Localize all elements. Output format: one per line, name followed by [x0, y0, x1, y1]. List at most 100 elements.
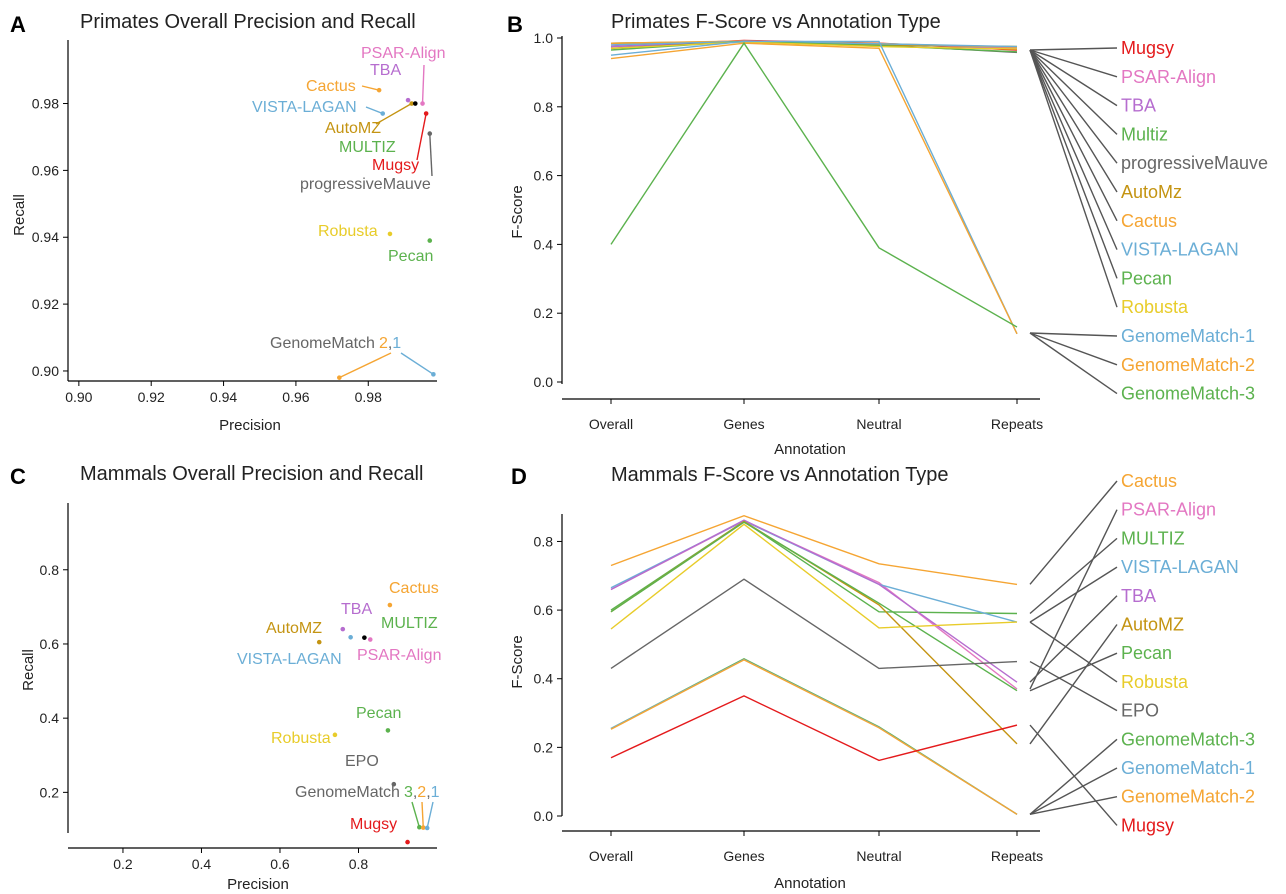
legend-connector-mugsy: [1029, 724, 1118, 826]
label-pecan: Pecan: [356, 705, 401, 722]
series-line-robusta: [610, 41, 1018, 50]
panel-b-yticks: 0.0 0.2 0.4 0.6 0.8 1.0: [534, 30, 562, 390]
x-tick-label: Neutral: [856, 848, 901, 864]
panel-d-series-lines: [610, 514, 1018, 815]
series-line-pecan: [610, 521, 1018, 692]
legend-item-cactus: Cactus: [1121, 211, 1177, 231]
panel-b-xlabel: Annotation: [774, 441, 846, 458]
label-epo: EPO: [345, 753, 379, 770]
leader-line-genomematch-2: [421, 801, 424, 828]
point-genomematch-2: [337, 375, 342, 380]
leader-line-psar-align: [421, 64, 425, 104]
x-tick-label: Repeats: [991, 848, 1043, 864]
legend-connector-mugsy: [1029, 47, 1118, 51]
point-psar-align: [367, 637, 373, 642]
point-tba: [405, 97, 411, 103]
panel-a-labels: PSAR-Align TBA Cactus VISTA-LAGAN AutoMZ…: [252, 45, 445, 352]
panel-b-series-lines: [610, 39, 1018, 335]
y-tick-label: 0.96: [32, 162, 59, 178]
leader-line-mugsy: [416, 113, 427, 161]
x-tick-label: 0.96: [282, 389, 309, 405]
legend-item-vista-lagan: VISTA-LAGAN: [1121, 240, 1239, 260]
legend-connector-tba: [1029, 49, 1118, 107]
label-robusta: Robusta: [271, 730, 331, 747]
point-progressivemauve: [427, 131, 433, 136]
y-tick-label: 0.0: [534, 374, 554, 390]
x-tick-label: 0.98: [355, 389, 382, 405]
legend-item-genomematch-2: GenomeMatch-2: [1121, 355, 1255, 375]
legend-connector-vista-lagan: [1029, 566, 1118, 623]
legend-item-robusta: Robusta: [1121, 297, 1189, 317]
x-tick-label: 0.4: [192, 856, 212, 872]
y-tick-label: 0.2: [40, 784, 60, 800]
x-tick-label: Genes: [723, 848, 764, 864]
panel-c-points: [316, 602, 430, 845]
legend-connector-genomematch-3: [1029, 332, 1118, 395]
y-tick-label: 1.0: [534, 30, 554, 46]
label-cactus: Cactus: [389, 580, 439, 597]
legend-item-automz: AutoMz: [1121, 182, 1182, 202]
label-mugsy: Mugsy: [372, 157, 419, 174]
point-tba: [340, 626, 346, 632]
legend-item-pecan: Pecan: [1121, 643, 1172, 663]
panel-a-ylabel: Recall: [11, 194, 28, 236]
legend-item-tba: TBA: [1121, 96, 1156, 116]
panel-b-ylabel: F-Score: [509, 185, 526, 238]
panel-d-legend: Cactus PSAR-Align MULTIZ VISTA-LAGAN TBA Auto…: [1121, 471, 1255, 835]
label-cactus: Cactus: [306, 78, 356, 95]
point-pecan: [385, 728, 391, 733]
y-tick-label: 0.2: [534, 739, 554, 755]
x-tick-label: 0.92: [138, 389, 165, 405]
legend-connector-cactus: [1029, 49, 1118, 222]
x-tick-label: Genes: [723, 416, 764, 432]
leader-line-cactus: [361, 85, 380, 91]
x-tick-label: Overall: [589, 416, 633, 432]
y-tick-label: 0.8: [534, 533, 554, 549]
legend-connector-vista-lagan: [1029, 49, 1118, 250]
legend-connector-genomematch-1: [1029, 767, 1118, 815]
leader-line-genomematch-2: [339, 352, 392, 379]
series-line-robusta: [610, 523, 1018, 630]
legend-connector-psar-align: [1029, 49, 1118, 78]
legend-item-mugsy: Mugsy: [1121, 815, 1174, 835]
x-tick-label: 0.94: [210, 389, 237, 405]
panel-d-legend-connectors: [1029, 480, 1118, 826]
point-genomematch-3: [417, 824, 422, 830]
point-vista-lagan: [380, 111, 386, 116]
panel-a-xlabel: Precision: [219, 417, 281, 434]
panel-a: A Primates Overall Precision and Recall …: [10, 11, 445, 434]
point-vista-lagan: [348, 634, 353, 640]
legend-connector-genomematch-2: [1029, 796, 1118, 815]
legend-item-robusta: Robusta: [1121, 672, 1189, 692]
leader-line-progressivemauve: [429, 133, 433, 177]
label-genomematch: GenomeMatch 2,1: [270, 335, 401, 352]
panel-c-title: Mammals Overall Precision and Recall: [80, 463, 423, 485]
series-line-cactus: [610, 514, 1018, 586]
legend-item-automz: AutoMZ: [1121, 615, 1184, 635]
point-cactus: [387, 602, 393, 608]
legend-item-pecan: Pecan: [1121, 268, 1172, 288]
x-tick-label: Overall: [589, 848, 633, 864]
series-line-vista-lagan: [610, 40, 1018, 48]
x-tick-label: 0.90: [65, 389, 92, 405]
label-multiz: MULTIZ: [339, 139, 396, 156]
panel-d: D Mammals F-Score vs Annotation Type Ann…: [509, 464, 1255, 892]
point-cactus: [376, 87, 382, 93]
panel-d-ylabel: F-Score: [509, 635, 526, 688]
legend-connector-robusta: [1029, 621, 1118, 683]
label-vista-lagan: VISTA-LAGAN: [237, 651, 342, 668]
point-genomematch-2: [420, 825, 426, 830]
legend-item-genomematch-1: GenomeMatch-1: [1121, 758, 1255, 778]
label-tba: TBA: [341, 601, 372, 618]
point-automz: [409, 101, 414, 106]
leader-line-genomematch-1: [400, 352, 434, 375]
legend-item-epo: EPO: [1121, 701, 1159, 721]
label-genomematch-comma-1: ,: [413, 784, 417, 801]
point-pecan: [427, 238, 433, 243]
y-tick-label: 0.8: [40, 562, 60, 578]
x-tick-label: Neutral: [856, 416, 901, 432]
series-line-genomematch-1: [610, 40, 1018, 335]
panel-c-leader-lines: [411, 801, 434, 829]
point-genomematch-1: [431, 372, 436, 377]
